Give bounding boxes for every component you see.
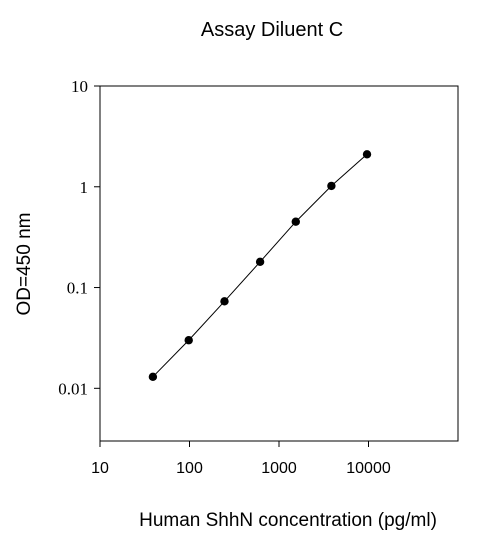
data-point xyxy=(220,297,229,306)
data-point xyxy=(255,257,265,267)
data-point xyxy=(291,217,300,226)
x-tick-label: 10000 xyxy=(346,460,391,477)
x-axis-label: Human ShhN concentration (pg/ml) xyxy=(139,510,437,531)
y-tick-label: 0.1 xyxy=(67,279,88,298)
data-point xyxy=(148,372,158,382)
x-axis-ticks: 10 100 1000 10000 xyxy=(91,441,391,477)
y-tick-label: 10 xyxy=(71,77,88,96)
y-axis-label: OD=450 nm xyxy=(14,213,35,316)
data-point xyxy=(362,150,372,159)
chart-title: Assay Diluent C xyxy=(201,19,343,41)
data-point xyxy=(184,336,193,345)
x-tick-label: 1000 xyxy=(261,460,297,477)
plot-frame xyxy=(99,85,459,442)
y-tick-label: 0.01 xyxy=(58,379,88,398)
x-tick-label: 100 xyxy=(176,460,203,477)
data-point xyxy=(327,181,336,191)
x-tick-label: 10 xyxy=(91,460,109,477)
y-tick-label: 1 xyxy=(80,178,89,197)
y-axis-ticks: 0.01 0.1 1 10 xyxy=(58,77,100,398)
series-points xyxy=(148,150,372,382)
